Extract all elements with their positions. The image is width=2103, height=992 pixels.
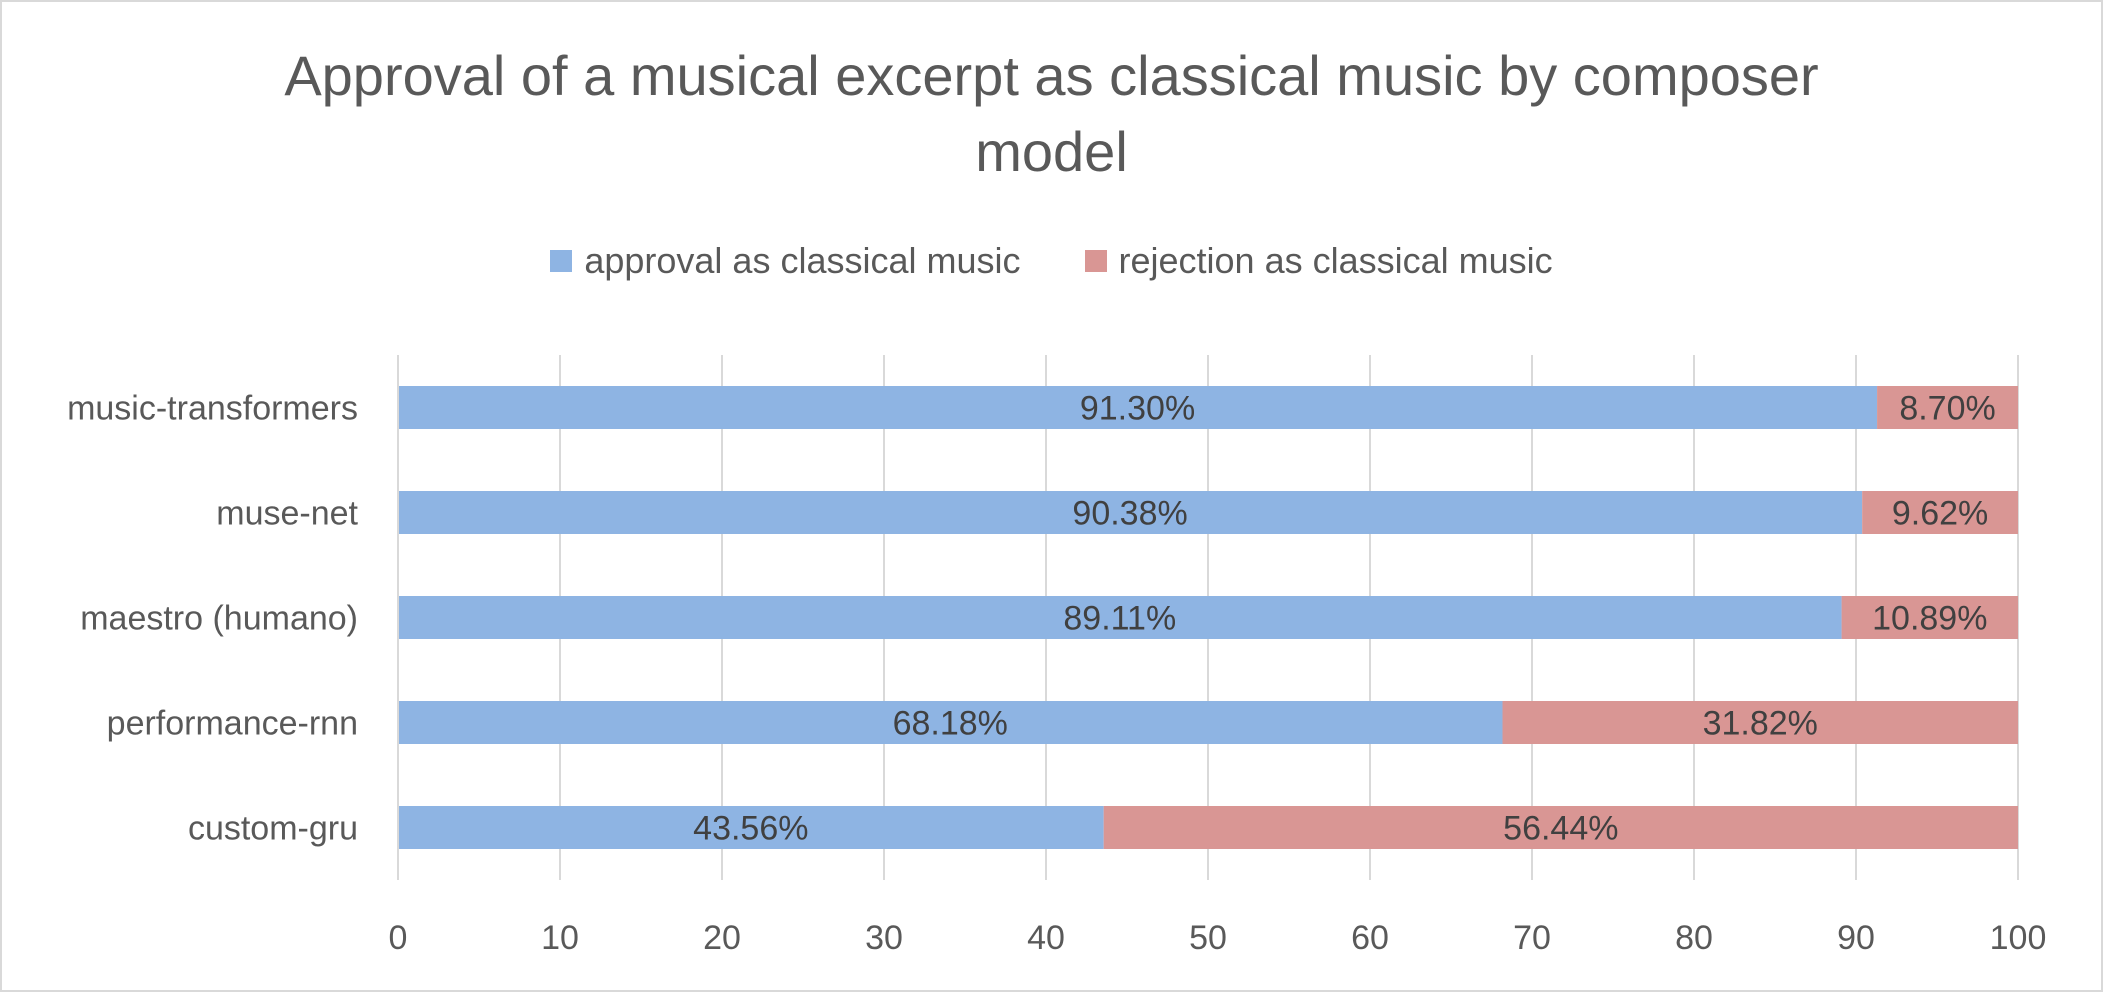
legend-item-approval: approval as classical music <box>550 240 1021 282</box>
x-tick-label-50: 50 <box>1189 919 1227 957</box>
bar-rejection-performance-rnn <box>1502 701 2018 744</box>
chart-title-line-2: model <box>975 120 1128 183</box>
data-label-rejection-muse-net: 9.62% <box>1892 495 1988 533</box>
x-tick-label-60: 60 <box>1351 919 1389 957</box>
category-label-music-transformers: music-transformers <box>67 390 358 428</box>
category-label-custom-gru: custom-gru <box>188 810 358 848</box>
chart-title: Approval of a musical excerpt as classic… <box>0 38 2103 190</box>
data-label-approval-performance-rnn: 68.18% <box>893 705 1008 743</box>
category-label-muse-net: muse-net <box>216 495 358 533</box>
legend-item-rejection: rejection as classical music <box>1084 240 1553 282</box>
x-tick-label-0: 0 <box>389 919 408 957</box>
data-label-rejection-custom-gru: 56.44% <box>1503 810 1618 848</box>
data-label-approval-maestro-humano: 89.11% <box>1063 600 1176 638</box>
legend-swatch-approval <box>550 250 573 272</box>
x-tick-label-40: 40 <box>1027 919 1065 957</box>
bar-approval-music-transformers <box>398 386 1878 429</box>
x-tick-label-20: 20 <box>703 919 741 957</box>
bar-rejection-muse-net <box>1862 491 2018 534</box>
category-label-maestro-humano: maestro (humano) <box>80 600 358 638</box>
bar-approval-custom-gru <box>398 806 1104 849</box>
legend-label-approval: approval as classical music <box>584 240 1021 281</box>
x-tick-label-70: 70 <box>1513 919 1551 957</box>
x-tick-label-10: 10 <box>541 919 579 957</box>
category-label-performance-rnn: performance-rnn <box>107 705 358 743</box>
legend-label-rejection: rejection as classical music <box>1118 240 1553 281</box>
legend: approval as classical music rejection as… <box>0 240 2103 282</box>
bar-rejection-maestro-humano <box>1841 596 2018 639</box>
data-label-approval-muse-net: 90.38% <box>1072 495 1187 533</box>
bar-approval-muse-net <box>398 491 1863 534</box>
bar-approval-maestro-humano <box>398 596 1842 639</box>
data-label-approval-custom-gru: 43.56% <box>693 810 808 848</box>
bar-rejection-custom-gru <box>1103 806 2018 849</box>
chart-title-line-1: Approval of a musical excerpt as classic… <box>284 44 1819 107</box>
legend-swatch-rejection <box>1084 250 1107 272</box>
x-tick-label-80: 80 <box>1675 919 1713 957</box>
bar-approval-performance-rnn <box>398 701 1503 744</box>
data-label-rejection-music-transformers: 8.70% <box>1899 390 1995 428</box>
x-tick-label-30: 30 <box>865 919 903 957</box>
bar-rejection-music-transformers <box>1877 386 2018 429</box>
data-label-rejection-performance-rnn: 31.82% <box>1703 705 1818 743</box>
x-tick-label-90: 90 <box>1837 919 1875 957</box>
x-tick-label-100: 100 <box>1990 919 2047 957</box>
data-label-approval-music-transformers: 91.30% <box>1080 390 1195 428</box>
data-label-rejection-maestro-humano: 10.89% <box>1872 600 1987 638</box>
